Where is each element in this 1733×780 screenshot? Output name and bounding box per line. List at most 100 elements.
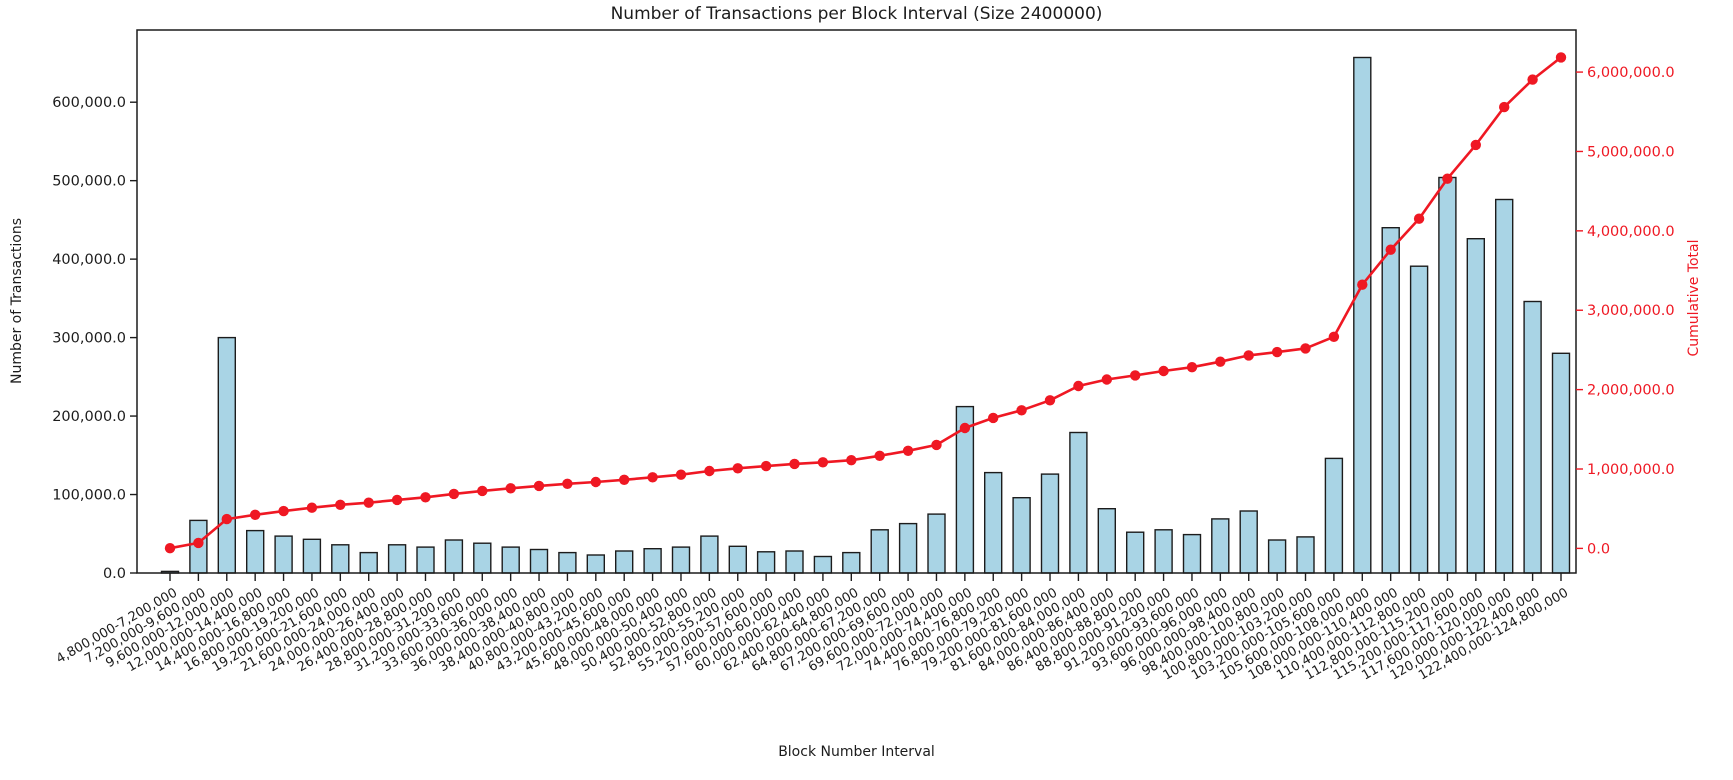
bar (1523, 300, 1542, 574)
cumulative-marker (193, 537, 204, 549)
cumulative-marker (789, 458, 800, 470)
cumulative-marker (1044, 395, 1056, 406)
cumulative-marker (505, 483, 516, 494)
bar (416, 546, 435, 574)
cumulative-marker (619, 474, 630, 485)
bar (1069, 431, 1088, 574)
bar (1324, 457, 1344, 574)
bar (700, 535, 719, 574)
bar (870, 529, 889, 574)
bar (444, 539, 464, 574)
cumulative-marker (1470, 139, 1482, 151)
bar (302, 538, 322, 574)
bar (1040, 473, 1060, 574)
bar (331, 544, 350, 574)
bar (1353, 56, 1372, 574)
cumulative-marker (1527, 74, 1538, 85)
cumulative-marker (1158, 365, 1169, 377)
cumulative-marker (1328, 331, 1340, 342)
cumulative-marker (1499, 101, 1510, 113)
y-axis-title-left: Number of Transactions (9, 217, 25, 385)
cumulative-marker (959, 422, 971, 434)
cumulative-marker (1442, 173, 1453, 184)
cumulative-marker (391, 494, 403, 506)
y-left-tick-label: 200,000.0 (52, 409, 126, 425)
cumulative-marker (675, 469, 687, 480)
bar (898, 522, 918, 574)
chart-title: Number of Transactions per Block Interva… (610, 4, 1103, 24)
axes-spines (136, 29, 1577, 574)
cumulative-marker (988, 412, 999, 424)
cumulative-marker (874, 450, 885, 461)
cumulative-marker (1215, 356, 1226, 367)
cumulative-marker (647, 472, 658, 483)
bar (558, 551, 577, 574)
bar (501, 546, 520, 574)
cumulative-marker (1385, 244, 1396, 255)
cumulative-marker (931, 439, 942, 451)
cumulative-marker (477, 485, 488, 497)
cumulative-marker (164, 543, 176, 554)
bar (1097, 508, 1117, 574)
bar (842, 551, 861, 574)
bar (1296, 536, 1315, 574)
cumulative-marker (335, 499, 346, 510)
y-left-tick-label: 100,000.0 (52, 488, 126, 504)
cumulative-marker (1413, 213, 1425, 224)
bar (1267, 539, 1287, 574)
bar (387, 544, 407, 574)
cumulative-marker (278, 505, 289, 517)
bar (473, 542, 492, 574)
cumulative-marker (363, 497, 374, 508)
y-right-tick-label: 1,000,000.0 (1587, 462, 1675, 478)
cumulative-marker (732, 463, 743, 474)
cumulative-marker (533, 480, 545, 492)
cumulative-marker (1357, 279, 1368, 290)
cumulative-marker (1073, 380, 1084, 392)
y-left-tick-label: 0.0 (103, 566, 126, 582)
cumulative-marker (420, 492, 431, 503)
bar (1012, 497, 1031, 574)
bar (615, 550, 634, 574)
bar (785, 550, 804, 574)
cumulative-marker (1243, 350, 1254, 361)
cumulative-marker (1271, 346, 1283, 358)
y-right-tick-label: 3,000,000.0 (1587, 303, 1675, 319)
bar (1125, 531, 1145, 574)
bar (1154, 529, 1173, 574)
bar (1239, 510, 1258, 574)
cumulative-marker (1101, 374, 1113, 385)
bar (217, 336, 237, 574)
cumulative-marker (306, 502, 318, 513)
y-left-tick-label: 600,000.0 (52, 95, 126, 111)
y-right-tick-label: 0.0 (1587, 541, 1610, 557)
cumulative-marker (846, 455, 857, 466)
cumulative-marker (902, 445, 914, 456)
bar (1409, 265, 1429, 574)
y-axis-title-right: Cumulative Total (1686, 239, 1702, 357)
bar (1211, 518, 1230, 574)
y-left-tick-label: 400,000.0 (52, 252, 126, 268)
cumulative-marker (1555, 52, 1567, 63)
bar (756, 551, 776, 574)
bar (813, 555, 833, 574)
bar (1494, 198, 1514, 574)
bar (671, 546, 691, 574)
cumulative-marker (1186, 362, 1198, 373)
y-left-tick-label: 300,000.0 (52, 331, 126, 347)
bar (927, 513, 946, 574)
cumulative-marker (562, 478, 573, 489)
y-right-tick-label: 2,000,000.0 (1587, 383, 1675, 399)
cumulative-marker (1130, 370, 1141, 381)
cumulative-marker (760, 460, 772, 472)
cumulative-marker (221, 513, 232, 525)
bar (529, 548, 549, 574)
bar (274, 535, 293, 574)
cumulative-marker (1300, 343, 1311, 354)
cumulative-marker (704, 465, 715, 477)
bar (1381, 226, 1400, 574)
y-right-tick-label: 5,000,000.0 (1587, 144, 1675, 160)
y-right-tick-label: 4,000,000.0 (1587, 224, 1675, 240)
bar (728, 545, 747, 574)
